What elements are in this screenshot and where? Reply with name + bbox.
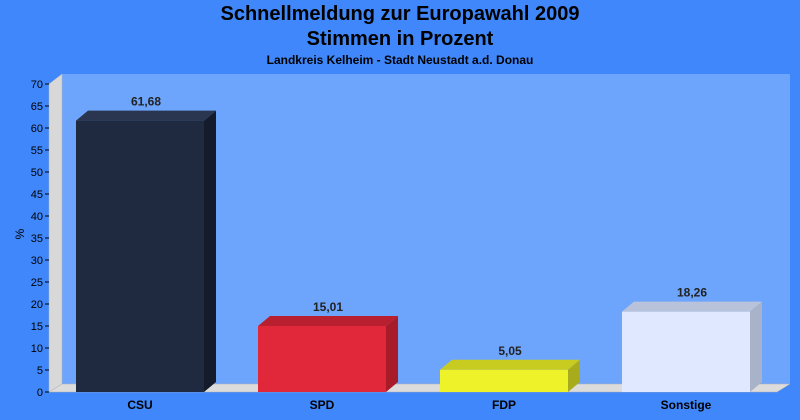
- chart-title-line2: Stimmen in Prozent: [306, 28, 494, 50]
- y-tick-label: 5: [37, 365, 43, 377]
- x-tick-label: FDP: [492, 398, 516, 412]
- bar-side: [568, 359, 580, 392]
- data-label: 18,26: [677, 286, 707, 300]
- x-tick-label: Sonstige: [661, 398, 712, 412]
- data-label: 5,05: [498, 344, 522, 358]
- bar-top: [622, 301, 762, 312]
- y-tick-label: 45: [31, 189, 43, 201]
- y-tick-label: 30: [31, 255, 43, 267]
- bars: 61,68 15,01 5,05 18,26: [76, 95, 762, 392]
- y-tick-label: 15: [31, 321, 43, 333]
- bar-fdp: [440, 359, 580, 392]
- bar-front: [622, 311, 750, 392]
- y-tick-label: 0: [37, 387, 43, 399]
- data-label: 15,01: [313, 300, 343, 314]
- bar-top: [76, 110, 216, 121]
- plot-left-wall: [48, 73, 63, 393]
- bar-side: [750, 301, 762, 392]
- y-tick-label: 55: [31, 145, 43, 157]
- y-tick-label: 65: [31, 101, 43, 113]
- y-tick-label: 40: [31, 211, 43, 223]
- y-tick-label: 35: [31, 233, 43, 245]
- bar-front: [76, 120, 204, 392]
- bar-top: [258, 315, 398, 326]
- chart-subtitle: Landkreis Kelheim - Stadt Neustadt a.d. …: [266, 53, 534, 67]
- bar-top: [440, 359, 580, 370]
- x-tick-label: CSU: [127, 398, 152, 412]
- bar-side: [386, 315, 398, 392]
- bar-csu: [76, 110, 216, 392]
- y-tick-label: 50: [31, 167, 43, 179]
- bar-sonstige: [622, 301, 762, 392]
- x-axis: CSU SPD FDP Sonstige: [127, 398, 711, 412]
- y-tick-label: 25: [31, 277, 43, 289]
- bar-front: [440, 369, 568, 392]
- plot-back-wall: [62, 74, 790, 384]
- bar-side: [204, 110, 216, 392]
- bar-spd: [258, 315, 398, 392]
- bar-front: [258, 325, 386, 392]
- y-tick-label: 70: [31, 79, 43, 91]
- y-axis: 0 5 10 15 20 25 30 35 40 45 50 55 60 65 70: [31, 79, 49, 399]
- chart-title: Schnellmeldung zur Europawahl 2009: [220, 3, 580, 25]
- y-tick-label: 60: [31, 123, 43, 135]
- x-tick-label: SPD: [310, 398, 335, 412]
- y-tick-label: 20: [31, 299, 43, 311]
- y-tick-label: 10: [31, 343, 43, 355]
- y-axis-label: %: [13, 228, 27, 239]
- data-label: 61,68: [131, 95, 161, 109]
